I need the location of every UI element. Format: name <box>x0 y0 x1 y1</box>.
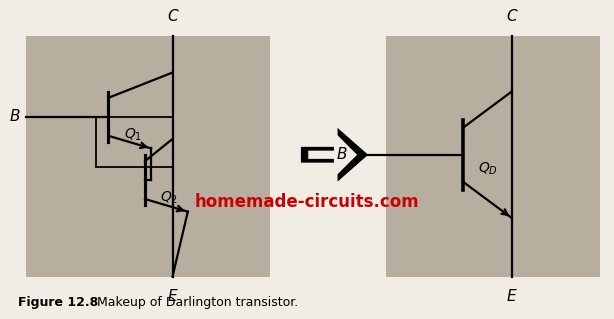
Bar <box>386 36 600 277</box>
Text: Figure 12.8: Figure 12.8 <box>18 296 99 309</box>
Text: $Q_D$: $Q_D$ <box>478 161 498 177</box>
Text: E: E <box>507 289 516 304</box>
Polygon shape <box>308 132 357 178</box>
Text: E: E <box>168 289 177 304</box>
Text: C: C <box>167 9 178 24</box>
Text: $Q_2$: $Q_2$ <box>160 189 179 206</box>
Text: Makeup of Darlington transistor.: Makeup of Darlington transistor. <box>89 296 298 309</box>
Polygon shape <box>301 128 368 182</box>
Text: homemade-circuits.com: homemade-circuits.com <box>195 193 419 211</box>
Text: B: B <box>336 147 347 162</box>
Text: C: C <box>507 9 517 24</box>
Text: B: B <box>9 109 20 124</box>
Bar <box>26 36 270 277</box>
Text: $Q_1$: $Q_1$ <box>123 126 142 143</box>
Bar <box>96 117 173 167</box>
